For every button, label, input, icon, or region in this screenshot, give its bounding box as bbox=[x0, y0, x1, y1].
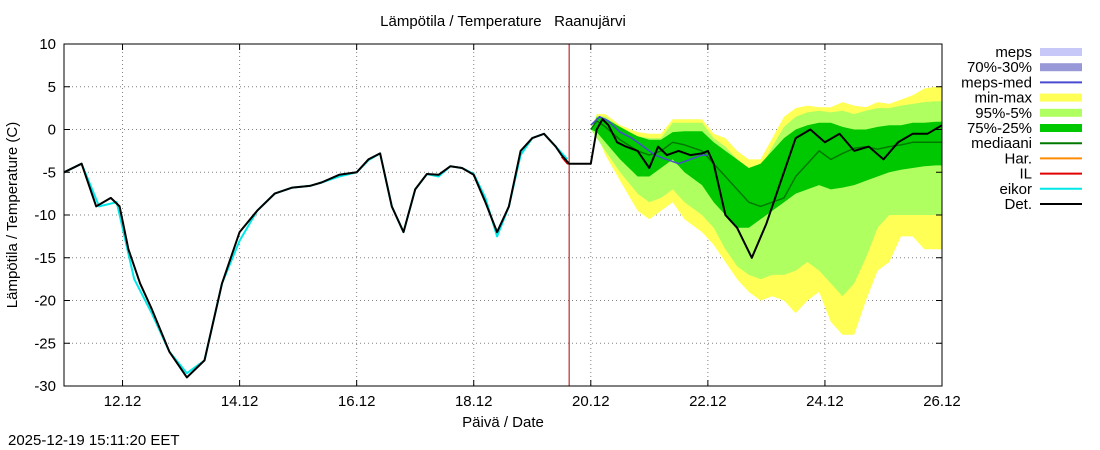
legend-swatch-p70_30 bbox=[1040, 63, 1082, 72]
grid bbox=[64, 44, 942, 386]
y-tick-label: 5 bbox=[48, 79, 56, 96]
legend-swatch-p95_5 bbox=[1040, 108, 1082, 117]
legend-label: Det. bbox=[1004, 196, 1032, 213]
x-tick-label: 24.12 bbox=[806, 393, 844, 410]
legend-label: mediaani bbox=[971, 135, 1032, 152]
legend-label: 75%-25% bbox=[967, 120, 1032, 137]
x-tick-label: 14.12 bbox=[221, 393, 259, 410]
legend-swatch-meps bbox=[1040, 48, 1082, 56]
x-tick-label: 18.12 bbox=[455, 393, 493, 410]
legend: meps70%-30%meps-medmin-max95%-5%75%-25%m… bbox=[961, 44, 1082, 213]
series-det- bbox=[63, 118, 943, 379]
y-tick-label: -5 bbox=[43, 164, 56, 181]
axis-ticks: 10 5 0 -5 -10 -15 -20 -25 -30 12.12 14.12 16.12 18.1… bbox=[34, 36, 960, 410]
timestamp: 2025-12-19 15:11:20 EET bbox=[8, 432, 180, 449]
chart-title: Lämpötila / Temperature Raanujärvi bbox=[380, 13, 626, 30]
y-tick-label: -10 bbox=[34, 207, 56, 224]
legend-label: IL bbox=[1019, 166, 1032, 183]
y-tick-label: -25 bbox=[34, 335, 56, 352]
legend-label: 95%-5% bbox=[975, 105, 1032, 122]
legend-swatch-p75_25 bbox=[1040, 124, 1082, 132]
legend-label: meps-med bbox=[961, 74, 1032, 91]
y-tick-label: -15 bbox=[34, 250, 56, 267]
series-mediaani bbox=[590, 120, 942, 208]
y-tick-label: 10 bbox=[39, 36, 56, 53]
x-tick-label: 22.12 bbox=[689, 393, 727, 410]
x-tick-label: 26.12 bbox=[923, 393, 961, 410]
y-tick-label: -30 bbox=[34, 378, 56, 395]
x-tick-label: 16.12 bbox=[338, 393, 376, 410]
legend-label: 70%-30% bbox=[967, 59, 1032, 76]
x-axis-label: Päivä / Date bbox=[462, 414, 544, 431]
series-meps-med bbox=[590, 115, 708, 165]
x-tick-label: 20.12 bbox=[572, 393, 610, 410]
band-75-25 bbox=[590, 117, 942, 228]
series-lines bbox=[63, 115, 943, 379]
y-axis-label: Lämpötila / Temperature (C) bbox=[4, 122, 21, 308]
legend-label: Har. bbox=[1004, 150, 1032, 167]
legend-swatch-minmax bbox=[1040, 93, 1082, 102]
x-tick-label: 12.12 bbox=[104, 393, 142, 410]
legend-label: meps bbox=[995, 44, 1032, 61]
legend-label: eikor bbox=[999, 181, 1032, 198]
legend-label: min-max bbox=[974, 90, 1032, 107]
y-tick-label: 0 bbox=[48, 122, 56, 139]
y-tick-label: -20 bbox=[34, 293, 56, 310]
